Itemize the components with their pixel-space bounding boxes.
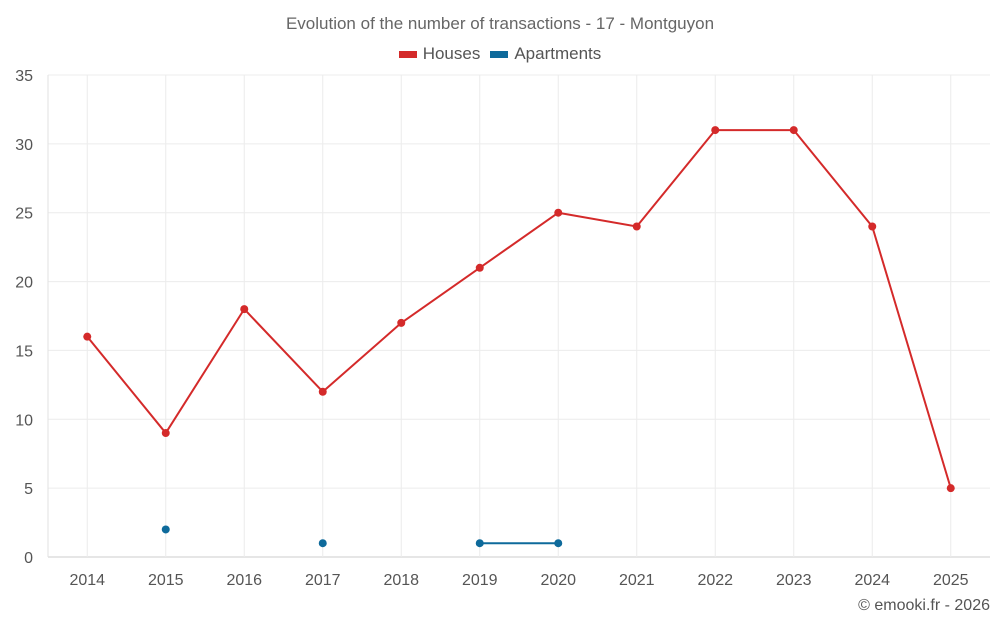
x-tick-label: 2014 [69,572,105,589]
chart-title: Evolution of the number of transactions … [285,14,715,33]
x-tick-label: 2024 [854,572,890,589]
legend-label-apartments: Apartments [514,44,602,63]
y-tick-label: 25 [15,206,33,223]
x-tick-label: 2015 [148,572,184,589]
data-point-houses [868,222,877,231]
data-point-apartments [161,525,170,534]
data-point-houses [83,332,92,341]
x-tick-label: 2025 [933,572,969,589]
data-point-houses [161,429,170,438]
data-point-houses [240,305,249,314]
data-point-houses [397,318,406,327]
legend-item-houses[interactable]: Houses [398,44,481,64]
x-tick-label: 2023 [776,572,812,589]
data-point-apartments [554,539,563,548]
legend: Houses Apartments [0,44,1000,64]
data-point-apartments [475,539,484,548]
x-tick-label: 2017 [305,572,341,589]
data-point-houses [946,484,955,493]
data-point-houses [475,263,484,272]
y-tick-label: 10 [15,412,33,429]
x-tick-label: 2018 [383,572,419,589]
y-tick-label: 0 [24,550,33,567]
legend-swatch-houses [398,50,417,58]
x-tick-label: 2022 [697,572,733,589]
data-point-houses [789,126,798,135]
y-tick-label: 20 [15,275,33,292]
data-point-houses [632,222,641,231]
data-point-houses [554,208,563,217]
x-tick-label: 2019 [462,572,498,589]
legend-swatch-apartments [490,50,509,58]
data-point-houses [318,387,327,396]
y-tick-label: 15 [15,343,33,360]
legend-item-apartments[interactable]: Apartments [490,44,601,64]
legend-label-houses: Houses [422,44,481,63]
series-line-houses [86,129,952,489]
data-point-houses [711,126,720,135]
y-tick-label: 5 [24,481,33,498]
y-tick-label: 30 [15,137,33,154]
credit-text: © emooki.fr - 2026 [858,597,990,614]
x-tick-label: 2021 [619,572,655,589]
data-point-apartments [318,539,327,548]
x-tick-label: 2020 [540,572,576,589]
y-tick-label: 35 [15,68,33,85]
x-tick-label: 2016 [226,572,262,589]
